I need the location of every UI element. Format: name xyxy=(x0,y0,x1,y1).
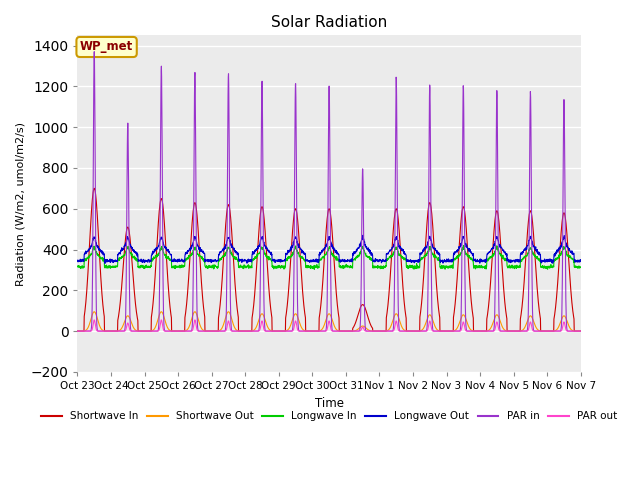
Y-axis label: Radiation (W/m2, umol/m2/s): Radiation (W/m2, umol/m2/s) xyxy=(15,121,25,286)
X-axis label: Time: Time xyxy=(315,396,344,409)
Title: Solar Radiation: Solar Radiation xyxy=(271,15,387,30)
Text: WP_met: WP_met xyxy=(80,40,133,53)
Legend: Shortwave In, Shortwave Out, Longwave In, Longwave Out, PAR in, PAR out: Shortwave In, Shortwave Out, Longwave In… xyxy=(37,408,621,426)
